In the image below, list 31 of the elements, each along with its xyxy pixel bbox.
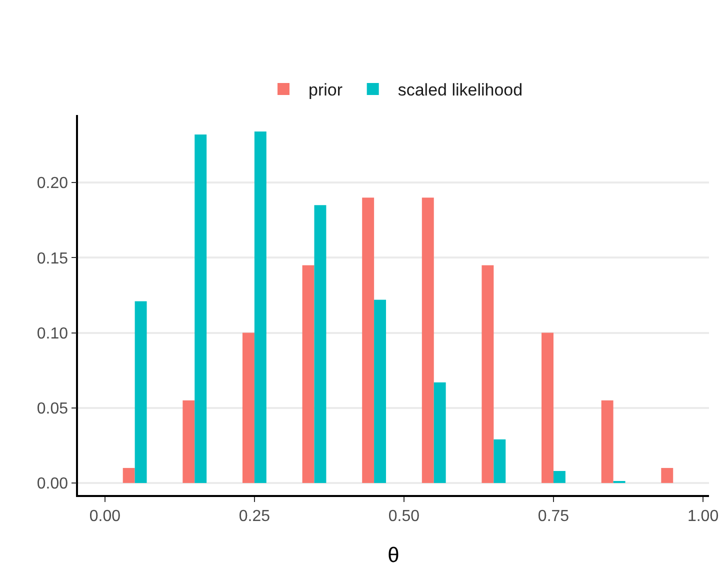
x-axis-title: θ: [388, 544, 400, 567]
bar: [422, 198, 434, 483]
x-tick-label: 0.00: [89, 508, 121, 525]
bar: [122, 468, 135, 483]
bar: [254, 132, 266, 483]
bar: [182, 400, 195, 483]
bar: [661, 468, 674, 483]
bar: [601, 400, 614, 483]
bar: [553, 470, 566, 483]
bar: [302, 265, 314, 483]
x-tick-label: 0.75: [538, 508, 570, 525]
y-tick-label: 0.20: [36, 175, 68, 192]
legend-label: prior: [308, 80, 343, 100]
y-tick-label: 0.05: [36, 400, 68, 418]
bar: [134, 301, 147, 483]
y-tick-label: 0.15: [36, 250, 68, 268]
bar: [194, 134, 207, 483]
bar: [482, 265, 494, 483]
bar: [542, 332, 554, 483]
y-tick-label: 0.10: [36, 325, 68, 342]
x-tick-label: 0.50: [388, 508, 420, 525]
bar: [374, 300, 386, 483]
bar: [242, 332, 254, 483]
x-tick-label: 0.25: [238, 508, 270, 525]
x-tick-label: 1.00: [687, 508, 719, 525]
legend-label: scaled likelihood: [398, 80, 523, 100]
bar: [434, 382, 446, 483]
bar: [314, 205, 326, 483]
bar: [362, 198, 374, 483]
y-tick-label: 0.00: [36, 476, 68, 493]
bar: [494, 439, 506, 483]
